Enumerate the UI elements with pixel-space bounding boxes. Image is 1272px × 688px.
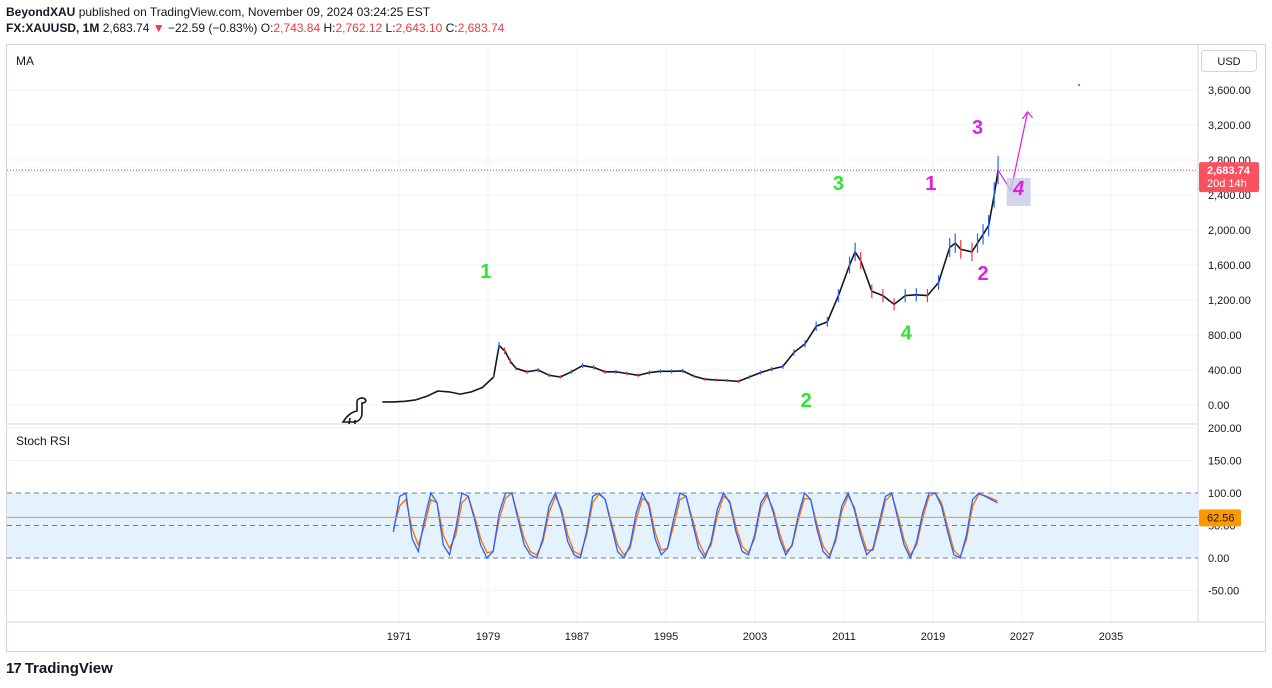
time-tick-label: 1971 [387, 631, 411, 643]
low-label: L: [385, 21, 396, 35]
price-axis[interactable]: 3,600.003,200.002,800.002,400.002,000.00… [1208, 85, 1251, 412]
ohlc-legend: FX:XAUUSD, 1M 2,683.74 ▼ −22.59 (−0.83%)… [6, 20, 504, 36]
main-pane-title: MA [16, 54, 34, 68]
osc-tick-label: 200.00 [1208, 423, 1242, 435]
price-tick-label: 3,600.00 [1208, 85, 1251, 97]
osc-series [7, 491, 1198, 560]
wave-4-highlight [1006, 178, 1031, 206]
stoch-k-line [392, 491, 998, 560]
price-tag-countdown: 20d 14h [1207, 178, 1247, 190]
dino-icon [341, 397, 367, 425]
osc-tag-value: 62.56 [1207, 512, 1235, 524]
price-tick-label: 0.00 [1208, 400, 1229, 412]
time-tick-label: 2035 [1099, 631, 1123, 643]
main-grid [7, 45, 1198, 424]
chart-frame[interactable] [6, 44, 1266, 652]
high-value: 2,762.12 [335, 21, 383, 35]
low-value: 2,643.10 [395, 21, 443, 35]
open-label: O: [260, 21, 274, 35]
time-axis[interactable]: 1971 1979 1987 1995 2003 2011 2019 2027 2035 [387, 631, 1123, 643]
wave-label: 3 [833, 173, 844, 195]
last-price: 2,683.74 [102, 21, 150, 35]
chart-header: BeyondXAU published on TradingView.com, … [6, 4, 504, 36]
close-value: 2,683.74 [457, 21, 505, 35]
time-tick-label: 2027 [1010, 631, 1034, 643]
forecast-arrowhead [1022, 110, 1034, 120]
wave-label: 1 [925, 173, 936, 195]
wave-label: 2 [801, 390, 812, 412]
price-tick-label: 1,200.00 [1208, 295, 1251, 307]
close-label: C: [445, 21, 458, 35]
drawing-dot [1078, 84, 1080, 86]
wave-label: 2 [978, 263, 989, 285]
wave-labels: 1 2 3 4 1 2 3 4 [480, 117, 1031, 412]
time-tick-label: 2011 [832, 631, 856, 643]
osc-grid [6, 44, 1265, 623]
price-change: −22.59 (−0.83%) [167, 21, 258, 35]
time-tick-label: 1987 [565, 631, 589, 643]
publish-text: published on TradingView.com, November 0… [78, 5, 431, 19]
price-tick-label: 2,000.00 [1208, 225, 1251, 237]
symbol-label[interactable]: FX:XAUUSD, 1M [6, 21, 100, 35]
tradingview-logo-icon: 17 [6, 660, 22, 677]
price-series [7, 84, 1198, 403]
price-tick-label: 3,200.00 [1208, 120, 1251, 132]
wave-label: 4 [901, 322, 913, 344]
price-line [382, 170, 999, 403]
wave-label: 3 [972, 117, 983, 139]
open-value: 2,743.84 [273, 21, 321, 35]
currency-button[interactable]: USD [1201, 50, 1257, 72]
price-tick-label: 800.00 [1208, 330, 1242, 342]
osc-tick-label: 150.00 [1208, 456, 1242, 468]
wave-label: 4 [1012, 178, 1024, 200]
time-tick-label: 1979 [476, 631, 500, 643]
high-label: H: [323, 21, 336, 35]
price-tick-label: 400.00 [1208, 365, 1242, 377]
time-tick-label: 2003 [743, 631, 767, 643]
publish-info: BeyondXAU published on TradingView.com, … [6, 4, 504, 20]
author-name[interactable]: BeyondXAU [6, 5, 76, 19]
osc-tick-label: 100.00 [1208, 488, 1242, 500]
brand-name: TradingView [24, 660, 113, 677]
price-tick-label: 2,400.00 [1208, 190, 1251, 202]
osc-tick-label: -50.00 [1208, 586, 1239, 598]
osc-tag [1199, 509, 1241, 527]
time-tick-label: 1995 [654, 631, 678, 643]
osc-pane-title: Stoch RSI [16, 434, 70, 448]
down-arrow-icon: ▼ [152, 21, 165, 35]
price-tick-label: 1,600.00 [1208, 260, 1251, 272]
price-tag-value: 2,683.74 [1207, 165, 1251, 177]
wave-label: 1 [480, 261, 491, 283]
time-tick-label: 2019 [921, 631, 945, 643]
osc-tick-label: 0.00 [1208, 553, 1229, 565]
price-tag [1199, 162, 1259, 193]
tradingview-logo[interactable]: 17 TradingView [6, 660, 113, 677]
